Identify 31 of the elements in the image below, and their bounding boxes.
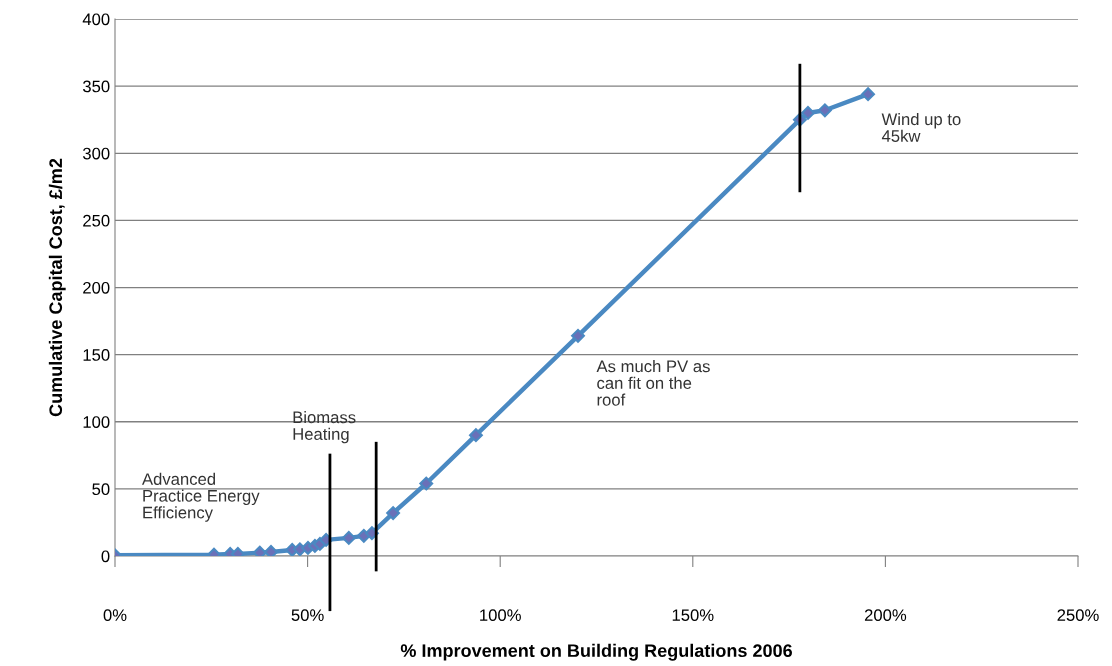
annotation: Wind up to 45kw xyxy=(881,112,961,142)
y-axis-title: Cumulative Capital Cost, £/m2 xyxy=(48,158,66,417)
y-tick-label: 250 xyxy=(83,214,110,227)
x-tick-label: 0% xyxy=(103,609,127,622)
y-tick-label: 0 xyxy=(101,550,110,563)
annotation: Biomass Heating xyxy=(293,411,356,444)
point xyxy=(252,545,267,556)
y-tick-label: 100 xyxy=(83,416,110,428)
x-axis-title: % Improvement on Building Regulations 2006 xyxy=(400,643,792,661)
y-tick-label: 350 xyxy=(82,80,110,93)
annotation: As much PV as can fit on the roof xyxy=(596,359,710,406)
point xyxy=(386,506,401,520)
point xyxy=(419,476,434,491)
point xyxy=(817,103,832,118)
y-tick-label: 400 xyxy=(82,13,110,26)
point xyxy=(861,87,875,102)
point xyxy=(264,545,278,556)
y-tick-label: 50 xyxy=(92,483,110,496)
point xyxy=(469,428,483,443)
point xyxy=(341,530,356,545)
x-tick-label: 50% xyxy=(291,609,324,622)
x-tick-label: 250% xyxy=(1057,609,1099,622)
annotation: Advanced Practice Energy Efficiency xyxy=(142,472,260,522)
x-tick-label: 200% xyxy=(864,609,907,622)
x-tick-label: 100% xyxy=(480,609,521,622)
y-tick-label: 150 xyxy=(83,349,110,361)
point xyxy=(801,106,815,120)
y-tick-label: 300 xyxy=(82,147,110,160)
point xyxy=(571,328,585,343)
y-tick-label: 200 xyxy=(83,281,110,294)
x-tick-label: 150% xyxy=(672,609,714,622)
